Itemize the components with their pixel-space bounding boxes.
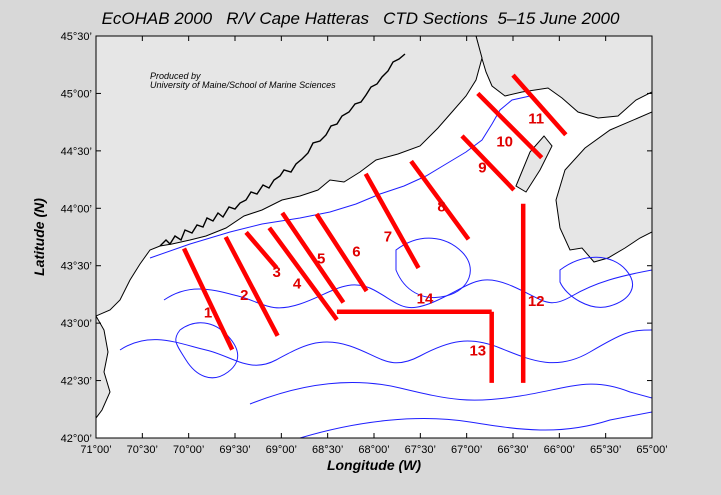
coastline-detail — [159, 53, 406, 247]
section-label-12: 12 — [528, 293, 545, 310]
x-tick-label: 65°00’ — [636, 444, 667, 456]
y-tick-label: 44°30’ — [61, 146, 92, 158]
x-tick-label: 69°30’ — [219, 444, 250, 456]
section-label-5: 5 — [317, 250, 325, 267]
x-tick-label: 67°00’ — [451, 444, 482, 456]
land-nova-scotia — [555, 111, 652, 263]
y-tick-label: 45°00’ — [61, 88, 92, 100]
isobath-jordan-basin — [395, 237, 471, 298]
isobaths — [119, 95, 652, 438]
section-line-4 — [267, 226, 339, 322]
section-label-8: 8 — [437, 199, 445, 216]
isobath-100m — [149, 95, 531, 259]
x-tick-label: 65°30’ — [590, 444, 621, 456]
map-title: EcOHAB 2000 R/V Cape Hatteras CTD Sectio… — [101, 9, 620, 28]
credit-line-1: Produced by — [150, 71, 201, 81]
y-tick-label: 43°00’ — [61, 318, 92, 330]
y-axis-label: Latitude (N) — [31, 198, 47, 276]
isobath-georges-bank — [249, 381, 652, 405]
section-label-11: 11 — [528, 110, 544, 127]
x-tick-label: 66°00’ — [544, 444, 575, 456]
section-label-2: 2 — [240, 287, 248, 304]
section-label-1: 1 — [204, 304, 212, 321]
y-tick-label: 42°30’ — [61, 376, 92, 388]
y-tick-label: 42°00’ — [61, 433, 92, 445]
x-tick-label: 70°00’ — [173, 444, 204, 456]
axis-ticks: 71°00’ 70°30’ 70°00’ 69°30’ 69°00’ 68°30’ 68°0… — [61, 31, 668, 456]
grand-manan-island — [515, 135, 553, 193]
section-line-6 — [314, 212, 369, 293]
x-tick-label: 68°00’ — [358, 444, 389, 456]
section-label-7: 7 — [384, 229, 392, 246]
section-label-4: 4 — [293, 276, 302, 293]
land-maine — [96, 36, 483, 317]
section-label-3: 3 — [273, 264, 281, 281]
section-label-13: 13 — [469, 342, 486, 359]
section-line-8 — [409, 159, 471, 241]
y-tick-label: 43°30’ — [61, 261, 92, 273]
section-line-5 — [280, 211, 346, 304]
section-line-10 — [476, 91, 544, 160]
section-line-7 — [363, 172, 421, 270]
credit-line-2: University of Maine/School of Marine Sci… — [150, 80, 336, 90]
land-massachusetts — [96, 314, 111, 419]
y-tick-label: 44°00’ — [61, 203, 92, 215]
isobath-200m-b — [119, 329, 652, 366]
section-line-9 — [460, 134, 516, 192]
section-label-10: 10 — [496, 133, 513, 150]
y-tick-label: 45°30’ — [61, 31, 92, 43]
section-label-6: 6 — [352, 244, 360, 261]
x-tick-label: 69°00’ — [266, 444, 297, 456]
section-label-9: 9 — [478, 160, 486, 177]
isobath-eastern — [559, 256, 633, 308]
x-axis-label: Longitude (W) — [327, 457, 421, 473]
isobath-shelf-edge — [299, 411, 652, 438]
section-line-3 — [244, 230, 279, 270]
section-label-14: 14 — [417, 291, 434, 308]
isobath-basin — [175, 322, 239, 379]
x-tick-label: 66°30’ — [497, 444, 528, 456]
section-line-1 — [181, 247, 235, 351]
x-tick-label: 70°30’ — [127, 444, 158, 456]
x-tick-label: 68°30’ — [312, 444, 343, 456]
section-line-2 — [223, 235, 280, 337]
x-tick-label: 71°00’ — [80, 444, 111, 456]
isobath-200m-a — [163, 269, 652, 309]
x-tick-label: 67°30’ — [405, 444, 436, 456]
section-line-11 — [511, 73, 568, 137]
